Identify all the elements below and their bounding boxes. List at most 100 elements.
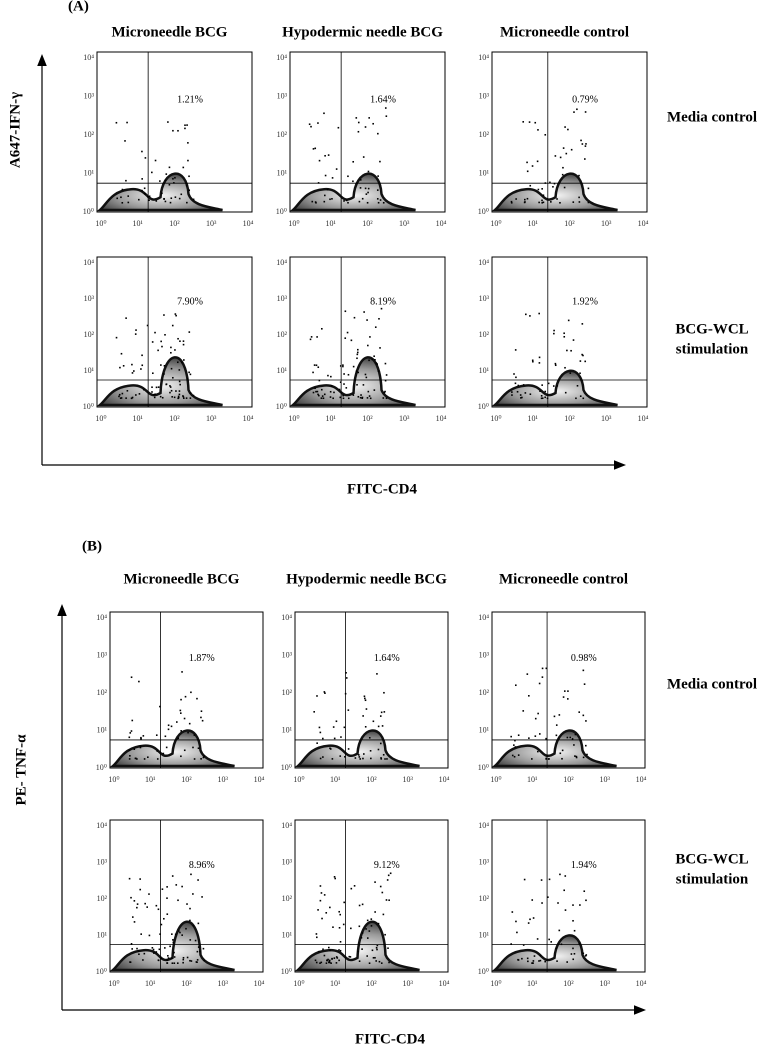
event-dot — [350, 927, 352, 930]
event-dot — [549, 181, 551, 184]
event-dot — [202, 947, 205, 950]
event-dot — [310, 336, 313, 338]
event-dot — [168, 166, 171, 169]
event-dot — [127, 201, 130, 204]
event-dot — [362, 757, 364, 760]
event-dot — [382, 201, 385, 204]
event-dot — [330, 962, 332, 964]
event-dot — [344, 337, 347, 339]
event-dot — [513, 373, 515, 375]
event-dot — [129, 754, 131, 757]
event-dot — [310, 125, 312, 128]
event-dot — [186, 124, 188, 126]
x-tick-label: 10¹ — [528, 219, 539, 228]
event-dot — [184, 124, 186, 127]
event-dot — [346, 331, 349, 334]
event-dot — [156, 758, 159, 760]
event-dot — [169, 386, 172, 388]
event-dot — [153, 952, 155, 954]
event-dot — [545, 757, 548, 760]
event-dot — [355, 117, 358, 119]
y-tick-label: 10¹ — [282, 930, 293, 939]
event-dot — [189, 373, 192, 376]
event-dot — [513, 755, 516, 758]
event-dot — [176, 361, 179, 364]
density-blob — [289, 356, 416, 407]
event-dot — [376, 948, 378, 951]
event-dot — [177, 337, 179, 340]
event-dot — [314, 387, 316, 390]
y-tick-label: 10³ — [479, 294, 490, 303]
y-tick-label: 10² — [277, 330, 288, 339]
event-dot — [177, 129, 179, 132]
event-dot — [389, 872, 392, 875]
event-dot — [529, 184, 532, 187]
plot-frame — [109, 611, 264, 769]
event-dot — [541, 676, 544, 678]
event-dot — [373, 389, 376, 391]
x-tick-label: 10³ — [601, 219, 612, 228]
percentage: 1.21% — [177, 94, 203, 105]
y-tick-label: 10³ — [277, 294, 288, 303]
event-dot — [581, 353, 583, 356]
event-dot — [159, 395, 162, 398]
y-tick-label: 10³ — [282, 650, 293, 659]
event-dot — [197, 747, 200, 750]
event-dot — [368, 930, 371, 932]
event-dot — [587, 187, 590, 190]
event-dot — [368, 736, 371, 739]
x-tick-label: 10¹ — [527, 775, 538, 784]
event-dot — [368, 359, 370, 362]
event-dot — [575, 755, 578, 758]
percentage: 1.87% — [189, 653, 215, 664]
event-dot — [192, 924, 195, 927]
event-dot — [574, 733, 577, 736]
y-tick-label: 10⁴ — [96, 613, 107, 622]
event-dot — [538, 960, 540, 962]
event-dot — [578, 942, 581, 945]
event-dot — [550, 201, 552, 203]
x-tick-label: 10¹ — [330, 979, 341, 988]
event-dot — [131, 719, 134, 722]
event-dot — [194, 939, 197, 942]
event-dot — [164, 200, 167, 203]
event-dot — [133, 921, 136, 923]
y-tick-label: 10⁰ — [478, 763, 489, 772]
event-dot — [315, 364, 318, 367]
event-dot — [319, 731, 322, 734]
event-dot — [178, 380, 181, 383]
event-dot — [157, 908, 160, 911]
event-dot — [182, 961, 184, 964]
event-dot — [381, 891, 384, 894]
event-dot — [585, 143, 587, 145]
event-dot — [378, 960, 381, 963]
event-dot — [553, 332, 555, 335]
event-dot — [152, 372, 154, 375]
column-header: Microneedle control — [499, 571, 628, 587]
event-dot — [323, 112, 325, 115]
event-dot — [554, 155, 557, 157]
event-dot — [336, 957, 339, 959]
event-dot — [511, 754, 514, 757]
y-tick-label: 10⁰ — [96, 967, 107, 976]
event-dot — [573, 111, 575, 113]
event-dot — [365, 708, 368, 710]
event-dot — [536, 160, 539, 163]
event-dot — [184, 695, 187, 698]
event-dot — [143, 758, 146, 760]
event-dot — [126, 121, 128, 124]
event-dot — [531, 899, 534, 901]
event-dot — [144, 902, 146, 905]
event-dot — [325, 912, 328, 914]
event-dot — [203, 959, 206, 962]
row-label: stimulation — [676, 871, 749, 887]
event-dot — [174, 933, 177, 936]
x-tick-label: 10⁴ — [436, 414, 447, 423]
event-dot — [166, 886, 168, 888]
event-dot — [369, 397, 372, 400]
event-dot — [572, 919, 574, 922]
event-dot — [374, 881, 376, 883]
plot-frame — [96, 256, 253, 408]
event-dot — [376, 198, 379, 200]
